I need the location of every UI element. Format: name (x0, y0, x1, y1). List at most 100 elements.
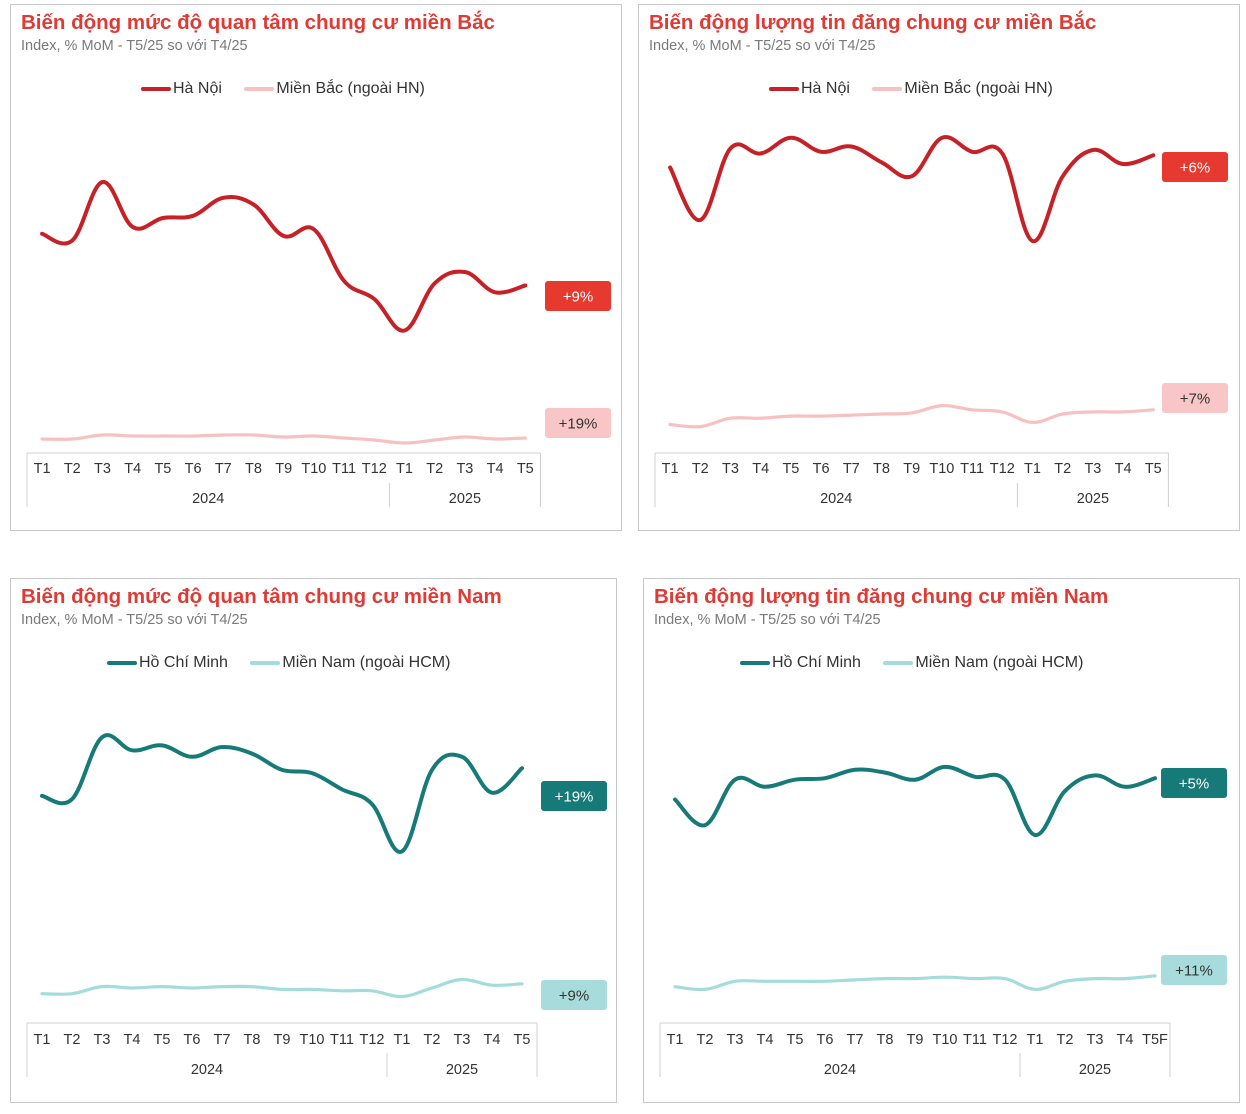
x-tick-label: T12 (993, 1032, 1018, 1048)
year-label: 2025 (446, 1062, 478, 1078)
legend-item-hanoi: Hà Nội (141, 80, 222, 98)
badge-label: +6% (1180, 160, 1210, 177)
line-chart-south-listings: T1 T2 T3 T4 T5 T6 T7 T8 T9 T10 T11 T12 T1 T2 T3 T4 T5F 20… (659, 764, 1227, 1078)
x-tick-label: T3 (1087, 1032, 1104, 1048)
x-tick-label: T4 (484, 1032, 501, 1048)
x-tick-label: T4 (1117, 1032, 1134, 1048)
x-tick-label: T1 (1027, 1032, 1044, 1048)
legend-item-hanoi: Hà Nội (769, 80, 850, 98)
series-line-main (668, 135, 1156, 243)
x-tick-label: T12 (990, 461, 1015, 477)
badge-bg (1161, 768, 1227, 798)
series-line-other (40, 977, 524, 999)
chart-title: Biến động mức độ quan tâm chung cư miền … (21, 585, 502, 608)
x-tick-label: T2 (1054, 461, 1071, 477)
change-badge-main: +9% (545, 281, 611, 311)
x-tick-label: T11 (963, 1032, 987, 1048)
chart-subtitle: Index, % MoM - T5/25 so với T4/25 (649, 38, 876, 54)
chart-legend: Hà Nội Miền Bắc (ngoài HN) (769, 80, 1071, 98)
chart-legend: Hà Nội Miền Bắc (ngoài HN) (141, 80, 443, 98)
badge-bg (1162, 383, 1228, 413)
badge-label: +5% (1179, 776, 1209, 793)
badge-bg (545, 281, 611, 311)
chart-legend: Hồ Chí Minh Miền Nam (ngoài HCM) (107, 654, 468, 672)
x-tick-label: T4 (487, 461, 504, 477)
chart-subtitle: Index, % MoM - T5/25 so với T4/25 (654, 612, 881, 628)
series-line-other (668, 403, 1155, 429)
x-axis: T1 T2 T3 T4 T5 T6 T7 T8 T9 T10 T11 T12 T1 T2 T3 T4 T5 202… (654, 452, 1169, 507)
badge-label: +9% (563, 289, 593, 306)
line-chart-south-interest: T1 T2 T3 T4 T5 T6 T7 T8 T9 T10 T11 T12 T1 T2 T3 T4 T5 202… (26, 733, 607, 1078)
x-tick-label: T10 (300, 1032, 325, 1048)
x-tick-label: T6 (185, 461, 202, 477)
change-badge-main: +19% (541, 781, 607, 811)
legend-label: Hồ Chí Minh (772, 654, 861, 671)
x-tick-label: T5 (154, 1032, 171, 1048)
chart-title: Biến động lượng tin đăng chung cư miền N… (654, 585, 1109, 608)
legend-label: Hà Nội (173, 80, 222, 97)
x-tick-label: T3 (94, 461, 111, 477)
legend-swatch (769, 86, 799, 91)
badge-bg (541, 781, 607, 811)
x-axis: T1 T2 T3 T4 T5 T6 T7 T8 T9 T10 T11 T12 T1 T2 T3 T4 T5 202… (26, 1022, 538, 1078)
x-tick-label: T4 (124, 1032, 141, 1048)
legend-item-hcm: Hồ Chí Minh (107, 654, 228, 672)
x-tick-label: T9 (274, 1032, 291, 1048)
badge-label: +7% (1180, 391, 1210, 408)
x-tick-label: T3 (94, 1032, 111, 1048)
x-tick-label: T3 (454, 1032, 471, 1048)
x-tick-label: T1 (1024, 461, 1041, 477)
x-tick-label: T1 (34, 1032, 51, 1048)
x-tick-label: T10 (301, 461, 326, 477)
x-tick-label: T12 (360, 1032, 385, 1048)
legend-label: Miền Bắc (ngoài HN) (276, 80, 425, 97)
x-tick-label: T5 (787, 1032, 804, 1048)
x-tick-label: T1 (662, 461, 679, 477)
legend-item-south-other: Miền Nam (ngoài HCM) (250, 654, 450, 672)
change-badge-other: +11% (1161, 955, 1227, 985)
change-badge-other: +9% (541, 980, 607, 1010)
x-tick-label: T10 (929, 461, 954, 477)
x-tick-label: T8 (873, 461, 890, 477)
legend-label: Miền Nam (ngoài HCM) (282, 654, 451, 671)
x-tick-label: T3 (456, 461, 473, 477)
x-tick-label: T8 (877, 1032, 894, 1048)
legend-swatch (141, 86, 171, 91)
x-tick-label: T5 (1145, 461, 1162, 477)
series-line-other (40, 433, 527, 445)
x-tick-label: T6 (184, 1032, 201, 1048)
x-tick-label: T5 (154, 461, 171, 477)
chart-subtitle: Index, % MoM - T5/25 so với T4/25 (21, 612, 248, 628)
chart-panel-south-interest: Biến động mức độ quan tâm chung cư miền … (10, 578, 617, 1103)
change-badge-other: +7% (1162, 383, 1228, 413)
x-tick-label: T5 (782, 461, 799, 477)
change-badge-main: +5% (1161, 768, 1227, 798)
legend-swatch (244, 86, 275, 91)
x-tick-label: T7 (215, 461, 232, 477)
series-line-other (673, 974, 1157, 992)
x-tick-label: T12 (362, 461, 387, 477)
x-tick-label: T4 (124, 461, 141, 477)
chart-panel-north-interest: Biến động mức độ quan tâm chung cư miền … (10, 4, 622, 531)
x-tick-label: T5 (514, 1032, 531, 1048)
change-badge-other: +19% (545, 408, 611, 438)
x-tick-label: T2 (424, 1032, 441, 1048)
legend-swatch (883, 660, 914, 665)
chart-subtitle: Index, % MoM - T5/25 so với T4/25 (21, 38, 248, 54)
x-tick-label: T10 (933, 1032, 958, 1048)
x-tick-label: T2 (697, 1032, 714, 1048)
x-tick-label: T4 (1115, 461, 1132, 477)
chart-title: Biến động lượng tin đăng chung cư miền B… (649, 11, 1097, 34)
x-tick-label: T1 (667, 1032, 684, 1048)
x-tick-label: T5 (517, 461, 534, 477)
x-tick-label: T2 (64, 1032, 81, 1048)
line-chart-north-listings: T1 T2 T3 T4 T5 T6 T7 T8 T9 T10 T11 T12 T1 T2 T3 T4 T5 202… (654, 135, 1228, 507)
x-tick-label: T8 (244, 1032, 261, 1048)
legend-item-south-other: Miền Nam (ngoài HCM) (883, 654, 1083, 672)
badge-bg (1162, 152, 1228, 182)
x-tick-label: T2 (692, 461, 709, 477)
change-badge-main: +6% (1162, 152, 1228, 182)
badge-label: +19% (555, 789, 594, 806)
x-tick-label: T4 (757, 1032, 774, 1048)
x-tick-label: T2 (426, 461, 443, 477)
